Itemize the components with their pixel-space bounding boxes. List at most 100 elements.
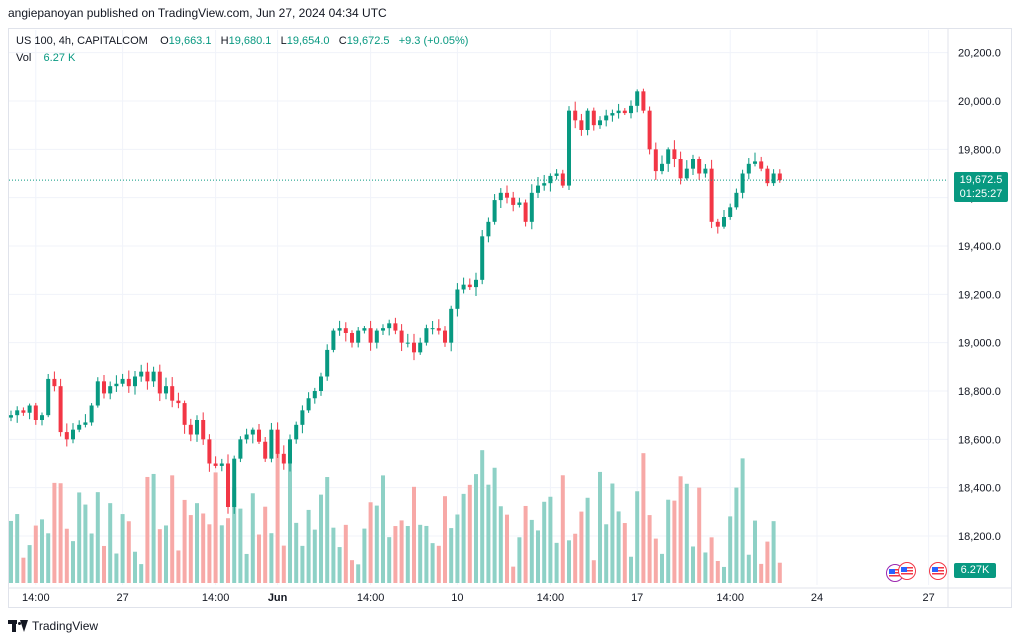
volume-bar xyxy=(436,545,441,583)
candle-body xyxy=(436,328,441,331)
volume-bar xyxy=(95,492,100,583)
candle-body xyxy=(622,110,627,114)
candle-body xyxy=(170,386,175,401)
volume-bar xyxy=(319,494,323,583)
y-tick-label: 20,200.0 xyxy=(958,48,1001,60)
candle-body xyxy=(139,371,144,377)
volume-bar xyxy=(226,518,230,583)
volume-bar xyxy=(15,514,20,583)
volume-bar xyxy=(498,506,503,583)
candle-body xyxy=(554,173,559,176)
volume-bar xyxy=(529,519,534,583)
candle-body xyxy=(331,330,336,350)
chart-legend: US 100, 4h, CAPITALCOM O19,663.1 H19,680… xyxy=(16,33,468,66)
volume-bar xyxy=(771,521,776,583)
candle-body xyxy=(585,110,590,130)
candle-body xyxy=(424,328,429,343)
volume-bar xyxy=(64,528,69,583)
candle-body xyxy=(709,168,714,222)
volume-bar xyxy=(331,527,336,583)
candle-body xyxy=(64,432,69,440)
volume-label[interactable]: Vol xyxy=(16,52,32,64)
volume-bar xyxy=(108,503,113,583)
volume-bar xyxy=(182,499,187,583)
volume-bar xyxy=(635,491,640,583)
candle-body xyxy=(368,328,373,343)
candle-body xyxy=(164,386,168,394)
volume-bar xyxy=(120,514,125,583)
candle-body xyxy=(387,323,392,329)
y-tick-label: 19,000.0 xyxy=(958,338,1001,350)
volume-bar xyxy=(71,541,75,583)
candle-body xyxy=(517,202,522,205)
volume-bar xyxy=(728,516,733,583)
candle-body xyxy=(114,383,119,387)
footer-brand[interactable]: TradingView xyxy=(32,619,99,633)
x-tick-label: 14:00 xyxy=(202,592,230,604)
candle-body xyxy=(381,328,385,331)
close-label: C xyxy=(338,35,347,47)
candle-body xyxy=(629,105,633,114)
us-flag-icon[interactable] xyxy=(929,562,947,580)
x-tick-label: 14:00 xyxy=(22,592,50,604)
candle-body xyxy=(722,217,726,227)
candle-body xyxy=(83,422,88,425)
y-tick-label: 18,600.0 xyxy=(958,434,1001,446)
us-flag-icon[interactable] xyxy=(898,562,916,580)
candle-body xyxy=(95,381,100,406)
x-tick-label: 14:00 xyxy=(537,592,565,604)
candle-body xyxy=(467,284,472,288)
candle-body xyxy=(269,429,274,459)
volume-bar xyxy=(492,467,497,583)
candle-body xyxy=(250,429,255,435)
candle-body xyxy=(312,391,317,399)
volume-bar xyxy=(89,533,94,583)
volume-bar xyxy=(170,475,175,583)
volume-bar xyxy=(263,506,268,583)
volume-value: 6.27 K xyxy=(43,52,76,64)
x-tick-label: 17 xyxy=(631,592,643,604)
candle-body xyxy=(356,330,361,343)
candle-body xyxy=(647,110,652,150)
x-tick-label: 24 xyxy=(811,592,823,604)
volume-bar xyxy=(709,537,714,583)
volume-bar xyxy=(412,486,416,583)
volume-bar xyxy=(616,511,621,583)
volume-bar xyxy=(591,560,596,583)
volume-bar xyxy=(201,513,206,583)
volume-bar xyxy=(300,545,305,583)
candle-body xyxy=(9,415,13,418)
candle-body xyxy=(188,424,193,435)
volume-bar xyxy=(77,492,82,583)
x-tick-label: Jun xyxy=(268,592,288,604)
candle-body xyxy=(71,429,75,440)
candle-body xyxy=(455,289,460,309)
volume-bar xyxy=(102,545,106,583)
candle-body xyxy=(548,175,553,184)
candle-body xyxy=(157,371,162,394)
volume-bar xyxy=(250,493,255,583)
volume-bar xyxy=(554,542,559,583)
volume-bar xyxy=(753,520,757,583)
publisher-line: angiepanoyan published on TradingView.co… xyxy=(8,6,387,20)
chart-panel[interactable] xyxy=(8,28,1012,608)
footer: TradingView xyxy=(8,619,98,633)
candle-body xyxy=(529,192,534,222)
volume-bar xyxy=(777,562,782,583)
volume-bar xyxy=(157,529,162,583)
candle-body xyxy=(715,221,720,227)
volume-bar xyxy=(46,533,51,583)
candle-body xyxy=(33,405,38,420)
volume-bar xyxy=(734,487,739,583)
candle-body xyxy=(746,163,751,174)
candle-body xyxy=(511,197,516,205)
volume-bar xyxy=(461,493,466,583)
legend-row-ohlc: US 100, 4h, CAPITALCOM O19,663.1 H19,680… xyxy=(16,33,468,49)
volume-bar xyxy=(164,525,168,583)
volume-bar xyxy=(368,502,373,583)
symbol-label[interactable]: US 100, 4h, CAPITALCOM xyxy=(16,35,148,47)
candle-body xyxy=(771,173,776,184)
volume-bar xyxy=(362,528,367,583)
x-tick-label: 14:00 xyxy=(357,592,385,604)
